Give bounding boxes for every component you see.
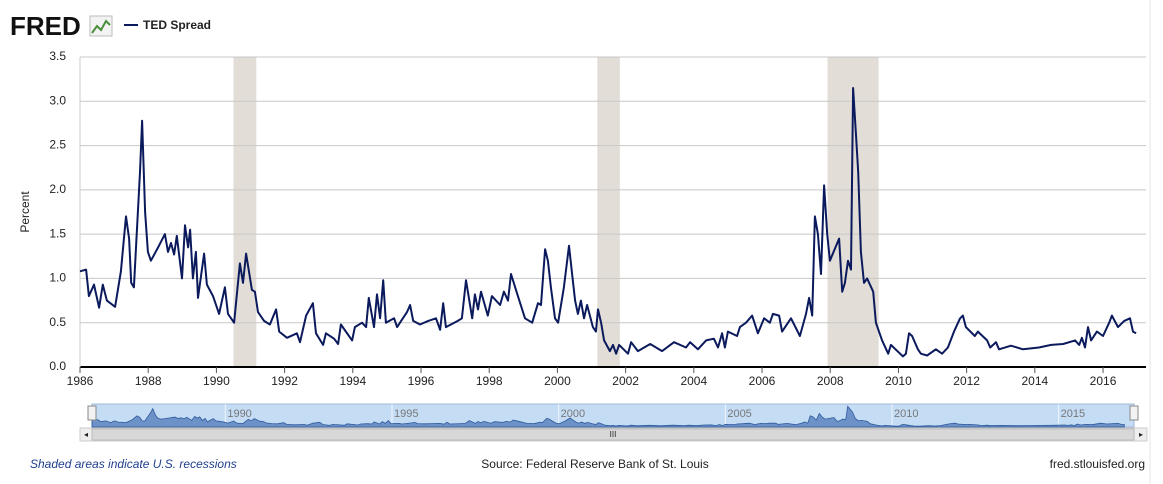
logo: FRED: [10, 11, 81, 41]
logo-icon: [89, 15, 113, 37]
navigator-area: [91, 405, 1125, 428]
x-tick-label: 2014: [1021, 374, 1048, 388]
recession-band: [597, 57, 620, 367]
x-tick-label: 2006: [749, 374, 776, 388]
navigator-tick-label: 2015: [1061, 408, 1085, 420]
x-tick-label: 2010: [885, 374, 912, 388]
navigator-tick-label: 2010: [894, 408, 918, 420]
navigator-handle: [87, 405, 97, 421]
x-tick-label: 2008: [817, 374, 844, 388]
y-tick-label: 1.0: [49, 271, 66, 285]
source: Source: Federal Reserve Bank of St. Loui…: [481, 457, 708, 471]
x-tick-label: 2000: [544, 374, 571, 388]
x-tick-label: 1990: [203, 374, 230, 388]
scrollbar: III ◂ ▸: [79, 427, 1148, 442]
x-tick-label: 1998: [476, 374, 503, 388]
footnote: Shaded areas indicate U.S. recessions: [30, 457, 237, 471]
y-tick-label: 3.0: [49, 93, 66, 107]
svg-text:III: III: [610, 430, 617, 439]
x-tick-label: 1988: [135, 374, 162, 388]
svg-text:▸: ▸: [1139, 430, 1143, 439]
x-tick-label: 2004: [680, 374, 707, 388]
x-tick-label: 1996: [408, 374, 435, 388]
x-tick-label: 2012: [953, 374, 980, 388]
y-tick-label: 0.5: [49, 315, 66, 329]
y-tick-label: 2.0: [49, 182, 66, 196]
navigator-handle: [1129, 405, 1139, 421]
navigator-tick-label: 2005: [727, 408, 751, 420]
y-tick-label: 2.5: [49, 138, 66, 152]
x-tick-label: 1992: [271, 374, 298, 388]
y-axis-label: Percent: [18, 191, 32, 233]
x-tick-label: 2002: [612, 374, 639, 388]
y-tick-label: 1.5: [49, 226, 66, 240]
svg-text:◂: ◂: [84, 430, 88, 439]
legend-label: TED Spread: [143, 18, 211, 32]
series-line: [79, 87, 1137, 358]
url: fred.stlouisfed.org: [1050, 457, 1145, 471]
y-tick-label: 0.0: [49, 359, 66, 373]
navigator-tick-label: 2000: [561, 408, 585, 420]
recession-band: [233, 57, 257, 367]
y-tick-label: 3.5: [49, 49, 66, 63]
navigator-tick-label: 1990: [227, 408, 251, 420]
x-tick-label: 1994: [339, 374, 366, 388]
navigator-tick-label: 1995: [394, 408, 418, 420]
x-tick-label: 2016: [1090, 374, 1117, 388]
x-tick-label: 1986: [67, 374, 94, 388]
